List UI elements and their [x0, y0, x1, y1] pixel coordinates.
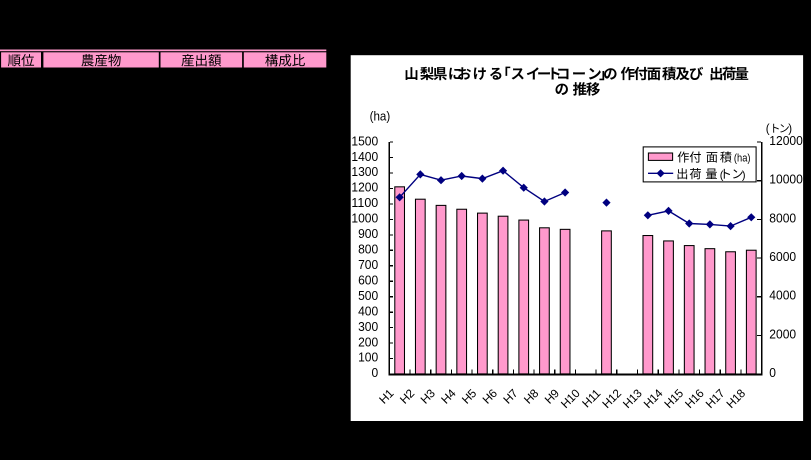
svg-text:700: 700: [358, 257, 378, 272]
svg-text:): ): [788, 123, 792, 135]
svg-text:900: 900: [358, 226, 378, 241]
svg-text:1300: 1300: [351, 164, 378, 179]
svg-text:1200: 1200: [351, 180, 378, 195]
svg-text:400: 400: [358, 303, 378, 318]
svg-text:): ): [742, 169, 746, 181]
svg-text:1000: 1000: [351, 211, 378, 226]
svg-text:12000: 12000: [769, 133, 803, 148]
svg-text:600: 600: [358, 272, 378, 287]
svg-text:10000: 10000: [769, 172, 803, 187]
svg-text:(: (: [766, 123, 770, 135]
svg-text:(: (: [720, 169, 724, 181]
svg-text:1100: 1100: [351, 195, 378, 210]
svg-text:300: 300: [358, 319, 378, 334]
svg-text:2000: 2000: [769, 326, 796, 341]
svg-text:0: 0: [372, 365, 379, 380]
svg-text:0: 0: [769, 365, 776, 380]
svg-text:6000: 6000: [769, 249, 796, 264]
svg-text:(ha): (ha): [370, 109, 391, 124]
svg-text:1500: 1500: [351, 133, 378, 148]
svg-text:(ha): (ha): [734, 153, 751, 165]
svg-text:500: 500: [358, 288, 378, 303]
svg-text:1400: 1400: [351, 149, 378, 164]
svg-text:100: 100: [358, 350, 378, 365]
svg-text:800: 800: [358, 242, 378, 257]
svg-text:4000: 4000: [769, 288, 796, 303]
svg-text:200: 200: [358, 334, 378, 349]
svg-text:8000: 8000: [769, 210, 796, 225]
